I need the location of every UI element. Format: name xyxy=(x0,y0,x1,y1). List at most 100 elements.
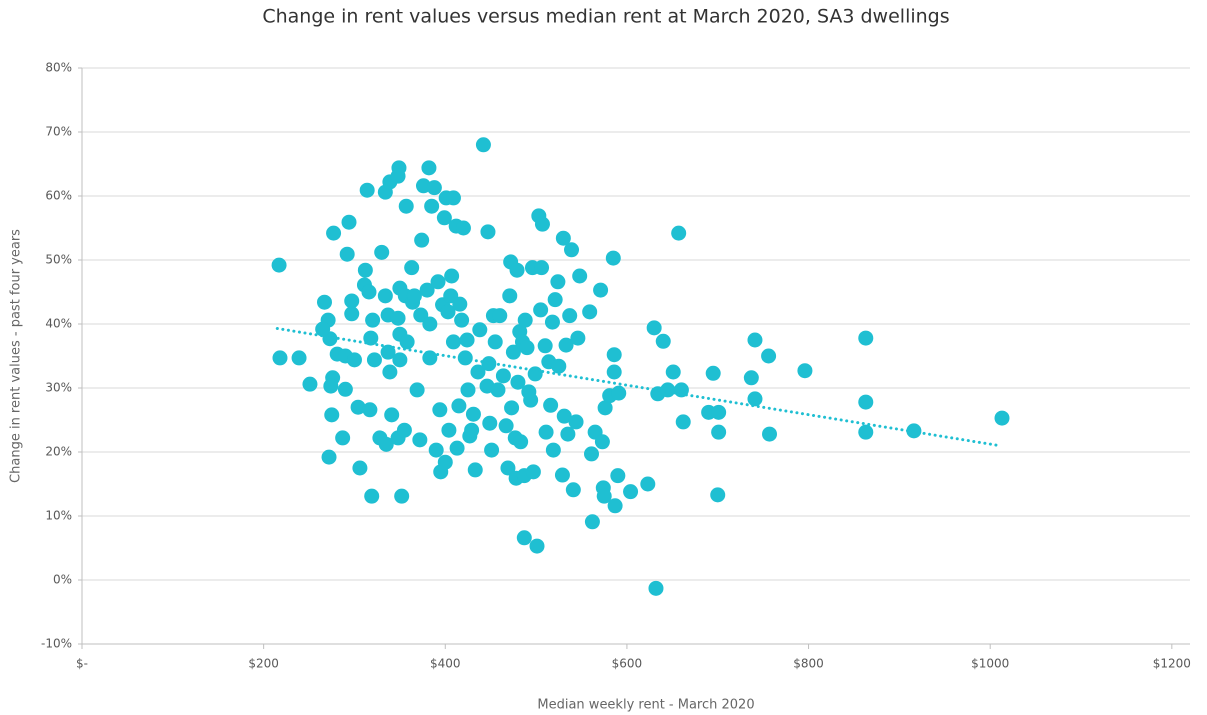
chart-title: Change in rent values versus median rent… xyxy=(262,6,949,28)
y-tick-label: 80% xyxy=(45,61,72,75)
data-point xyxy=(623,484,639,500)
data-point xyxy=(460,382,476,398)
data-point xyxy=(364,488,380,504)
data-point xyxy=(495,368,511,384)
data-point xyxy=(555,230,571,246)
data-point xyxy=(761,348,777,364)
data-point xyxy=(470,364,486,380)
data-point xyxy=(711,404,727,420)
data-point xyxy=(565,482,581,498)
data-point xyxy=(660,382,676,398)
data-point xyxy=(404,260,420,276)
data-point xyxy=(361,284,377,300)
data-point xyxy=(513,434,529,450)
data-point xyxy=(648,580,664,596)
data-point xyxy=(545,442,561,458)
data-point xyxy=(326,225,342,241)
data-point xyxy=(551,358,567,374)
data-point xyxy=(673,382,689,398)
data-point xyxy=(455,220,471,236)
data-point xyxy=(675,414,691,430)
data-point xyxy=(378,436,394,452)
data-point xyxy=(533,302,549,318)
data-point xyxy=(452,296,468,312)
data-point xyxy=(346,352,362,368)
data-point xyxy=(500,460,516,476)
data-point xyxy=(523,392,539,408)
y-tick-label: 30% xyxy=(45,381,72,395)
data-point xyxy=(858,424,874,440)
data-point xyxy=(611,385,627,401)
data-point xyxy=(377,288,393,304)
data-point xyxy=(451,398,467,414)
data-point xyxy=(366,352,382,368)
data-point xyxy=(419,282,435,298)
y-tick-label: 20% xyxy=(45,445,72,459)
data-point xyxy=(422,316,438,332)
data-point xyxy=(504,400,520,416)
data-point xyxy=(315,321,331,337)
y-tick-label: -10% xyxy=(41,637,72,651)
data-point xyxy=(357,262,373,278)
data-point xyxy=(480,224,496,240)
data-point xyxy=(527,366,543,382)
data-point xyxy=(352,460,368,476)
data-point xyxy=(390,310,406,326)
data-point xyxy=(409,382,425,398)
data-point xyxy=(394,488,410,504)
y-tick-label: 70% xyxy=(45,125,72,139)
data-point xyxy=(597,400,613,416)
data-point xyxy=(665,364,681,380)
y-tick-label: 0% xyxy=(53,573,72,587)
data-point xyxy=(344,293,360,309)
data-point xyxy=(412,432,428,448)
data-point xyxy=(538,424,554,440)
data-point xyxy=(335,430,351,446)
data-point xyxy=(398,198,414,214)
data-point xyxy=(359,182,375,198)
data-point xyxy=(492,308,508,324)
data-point xyxy=(747,391,763,407)
data-point xyxy=(537,338,553,354)
data-point xyxy=(583,446,599,462)
data-point xyxy=(534,216,550,232)
data-point xyxy=(570,330,586,346)
data-point xyxy=(606,364,622,380)
data-point xyxy=(390,168,406,184)
data-point xyxy=(481,356,497,372)
data-point xyxy=(302,376,318,392)
data-point xyxy=(544,314,560,330)
data-point xyxy=(572,268,588,284)
data-point xyxy=(550,274,566,290)
data-point xyxy=(498,418,514,434)
data-point xyxy=(339,246,355,262)
data-point xyxy=(396,422,412,438)
data-point xyxy=(424,198,440,214)
data-point xyxy=(584,514,600,530)
y-tick-label: 60% xyxy=(45,189,72,203)
data-point xyxy=(271,257,287,273)
data-point xyxy=(441,422,457,438)
y-tick-label: 40% xyxy=(45,317,72,331)
x-tick-label: $- xyxy=(76,657,88,671)
data-point xyxy=(459,332,475,348)
data-point xyxy=(444,268,460,284)
data-point xyxy=(529,538,545,554)
data-point xyxy=(556,408,572,424)
data-point xyxy=(291,350,307,366)
x-tick-label: $800 xyxy=(793,657,824,671)
data-point xyxy=(671,225,687,241)
data-point xyxy=(384,407,400,423)
data-point xyxy=(562,308,578,324)
data-point xyxy=(582,304,598,320)
data-point xyxy=(392,352,408,368)
data-point xyxy=(421,160,437,176)
data-point xyxy=(858,394,874,410)
data-point xyxy=(743,370,759,386)
data-point xyxy=(640,476,656,492)
data-point xyxy=(605,250,621,266)
data-point xyxy=(436,210,452,226)
data-point xyxy=(321,449,337,465)
data-point xyxy=(406,288,422,304)
